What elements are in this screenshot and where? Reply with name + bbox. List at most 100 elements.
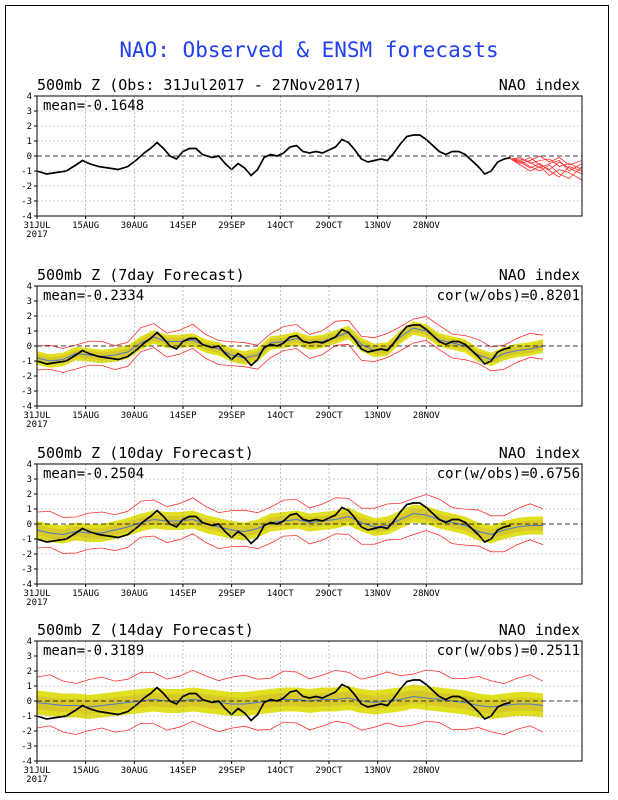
core-band (37, 689, 544, 714)
y-tick-label: -2 (21, 550, 32, 560)
x-tick-year: 2017 (26, 775, 48, 785)
panel-3: 500mb Z (10day Forecast) NAO index mean=-0… (21, 444, 583, 608)
panel-right-label: NAO index (499, 76, 580, 94)
x-tick-label: 15AUG (72, 589, 99, 599)
ensemble-member-line (510, 158, 582, 181)
x-tick-label: 14OCT (267, 221, 295, 231)
y-tick-label: -2 (21, 182, 32, 192)
x-tick-label: 31JUL (23, 411, 50, 421)
x-tick-label: 30AUG (121, 411, 148, 421)
x-tick-label: 13NOV (364, 766, 392, 776)
x-tick-label: 14SEP (169, 589, 197, 599)
y-tick-label: 2 (27, 122, 32, 132)
observed-line (37, 324, 511, 367)
y-tick-label: -4 (21, 402, 32, 412)
x-tick-label: 14OCT (267, 589, 295, 599)
x-tick-label: 29SEP (218, 766, 246, 776)
x-tick-label: 13NOV (364, 221, 392, 231)
x-tick-label: 15AUG (72, 221, 99, 231)
y-tick-label: -4 (21, 580, 32, 590)
x-tick-label: 28NOV (413, 589, 441, 599)
main-title: NAO: Observed & ENSM forecasts (119, 38, 499, 62)
y-tick-label: -1 (21, 535, 32, 545)
plot-area (37, 134, 582, 181)
observed-line (37, 679, 511, 722)
y-tick-label: 2 (27, 490, 32, 500)
y-tick-label: 3 (27, 652, 32, 662)
panel-2: 500mb Z (7day Forecast) NAO index mean=-0.… (21, 266, 583, 430)
stat-correlation: cor(w/obs)=0.2511 (437, 643, 580, 659)
panel-right-label: NAO index (499, 621, 580, 639)
x-tick-label: 28NOV (413, 766, 441, 776)
stat-mean: mean=-0.3189 (43, 643, 144, 659)
x-tick-label: 29SEP (218, 411, 246, 421)
y-tick-label: -1 (21, 357, 32, 367)
x-tick-label: 14SEP (169, 221, 197, 231)
x-tick-year: 2017 (26, 598, 48, 608)
panel-title: 500mb Z (10day Forecast) (37, 444, 254, 462)
spread-band (37, 321, 544, 368)
y-tick-label: -3 (21, 742, 32, 752)
x-tick-label: 29OCT (315, 411, 343, 421)
panel-1: 500mb Z (Obs: 31Jul2017 - 27Nov2017) NAO … (21, 76, 583, 240)
y-tick-label: 2 (27, 312, 32, 322)
y-tick-label: 2 (27, 667, 32, 677)
x-tick-label: 30AUG (121, 221, 148, 231)
y-tick-label: 0 (27, 697, 32, 707)
ensemble-upper-line (37, 494, 544, 518)
x-tick-label: 31JUL (23, 589, 50, 599)
observed-line (37, 502, 511, 545)
y-tick-label: 1 (27, 505, 32, 515)
panel-title: 500mb Z (Obs: 31Jul2017 - 27Nov2017) (37, 76, 362, 94)
x-tick-label: 29SEP (218, 221, 246, 231)
y-tick-label: 3 (27, 107, 32, 117)
y-tick-label: -1 (21, 167, 32, 177)
ensemble-member-line (510, 155, 582, 166)
x-tick-label: 14SEP (169, 766, 197, 776)
ensemble-lower-line (37, 530, 544, 554)
x-tick-label: 28NOV (413, 411, 441, 421)
y-tick-label: 4 (27, 637, 32, 647)
panel-right-label: NAO index (499, 266, 580, 284)
x-tick-label: 14OCT (267, 411, 295, 421)
y-tick-label: -3 (21, 387, 32, 397)
y-tick-label: 4 (27, 92, 32, 102)
forecast-mean-line (37, 327, 544, 362)
y-tick-label: -1 (21, 712, 32, 722)
y-tick-label: 0 (27, 152, 32, 162)
y-tick-label: -3 (21, 565, 32, 575)
x-tick-label: 15AUG (72, 411, 99, 421)
ensemble-member-line (510, 158, 582, 179)
x-tick-label: 31JUL (23, 766, 50, 776)
panel-title: 500mb Z (14day Forecast) (37, 621, 254, 639)
y-tick-label: 1 (27, 327, 32, 337)
x-tick-label: 14OCT (267, 766, 295, 776)
plot-area (37, 669, 544, 736)
x-tick-label: 15AUG (72, 766, 99, 776)
x-tick-label: 14SEP (169, 411, 197, 421)
x-tick-year: 2017 (26, 230, 48, 240)
stat-mean: mean=-0.1648 (43, 98, 144, 114)
panel-title: 500mb Z (7day Forecast) (37, 266, 245, 284)
x-tick-label: 29SEP (218, 589, 246, 599)
plot-area (37, 494, 544, 554)
ensemble-lower-line (37, 720, 544, 736)
y-tick-label: 3 (27, 297, 32, 307)
x-tick-year: 2017 (26, 420, 48, 430)
observed-line (37, 134, 511, 177)
x-tick-label: 29OCT (315, 589, 343, 599)
y-tick-label: -2 (21, 372, 32, 382)
ensemble-member-line (510, 158, 582, 178)
x-tick-label: 30AUG (121, 589, 148, 599)
x-tick-label: 30AUG (121, 766, 148, 776)
x-tick-label: 29OCT (315, 221, 343, 231)
panel-right-label: NAO index (499, 444, 580, 462)
y-tick-label: -4 (21, 757, 32, 767)
forecast-mean-line (37, 512, 544, 536)
y-tick-label: 0 (27, 342, 32, 352)
stat-mean: mean=-0.2334 (43, 288, 144, 304)
forecast-mean-line (37, 695, 544, 708)
stat-correlation: cor(w/obs)=0.6756 (437, 466, 580, 482)
